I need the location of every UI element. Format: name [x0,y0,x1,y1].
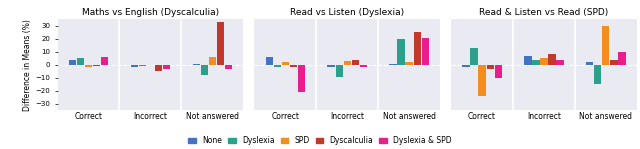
Bar [344,61,351,65]
Bar [217,22,224,65]
Bar [209,57,216,65]
Bar [163,65,170,69]
Bar [389,64,397,65]
Bar [298,65,305,92]
Bar [335,65,343,76]
Bar [131,65,138,67]
Bar [422,38,429,65]
Bar [274,65,281,67]
Bar [586,62,593,65]
Bar [85,65,92,67]
Bar [611,60,618,65]
Bar [193,63,200,65]
Bar [397,39,404,65]
Bar [328,65,335,67]
Bar [77,58,84,65]
Bar [532,60,540,65]
Bar [139,65,146,66]
Title: Maths vs English (Dyscalculia): Maths vs English (Dyscalculia) [82,8,219,17]
Bar [360,65,367,67]
Bar [602,26,609,65]
Title: Read vs Listen (Dyslexia): Read vs Listen (Dyslexia) [290,8,404,17]
Bar [548,54,556,65]
Bar [479,65,486,96]
Bar [266,57,273,65]
Title: Read & Listen vs Read (SPD): Read & Listen vs Read (SPD) [479,8,609,17]
Bar [69,60,76,65]
Bar [524,56,531,65]
Bar [290,65,297,67]
Bar [540,58,548,65]
Bar [282,62,289,65]
Legend: None, Dyslexia, SPD, Dyscalculia, Dyslexia & SPD: None, Dyslexia, SPD, Dyscalculia, Dyslex… [188,136,452,145]
Bar [462,65,470,67]
Bar [93,65,100,66]
Bar [225,65,232,69]
Bar [495,65,502,78]
Bar [556,60,564,65]
Bar [101,57,108,65]
Bar [200,65,208,75]
Bar [406,62,413,65]
Bar [618,52,625,65]
Bar [351,60,359,65]
Y-axis label: Difference in Means (%): Difference in Means (%) [23,19,32,111]
Bar [413,32,420,65]
Bar [486,65,494,69]
Bar [155,65,162,71]
Bar [470,48,477,65]
Bar [594,65,602,84]
